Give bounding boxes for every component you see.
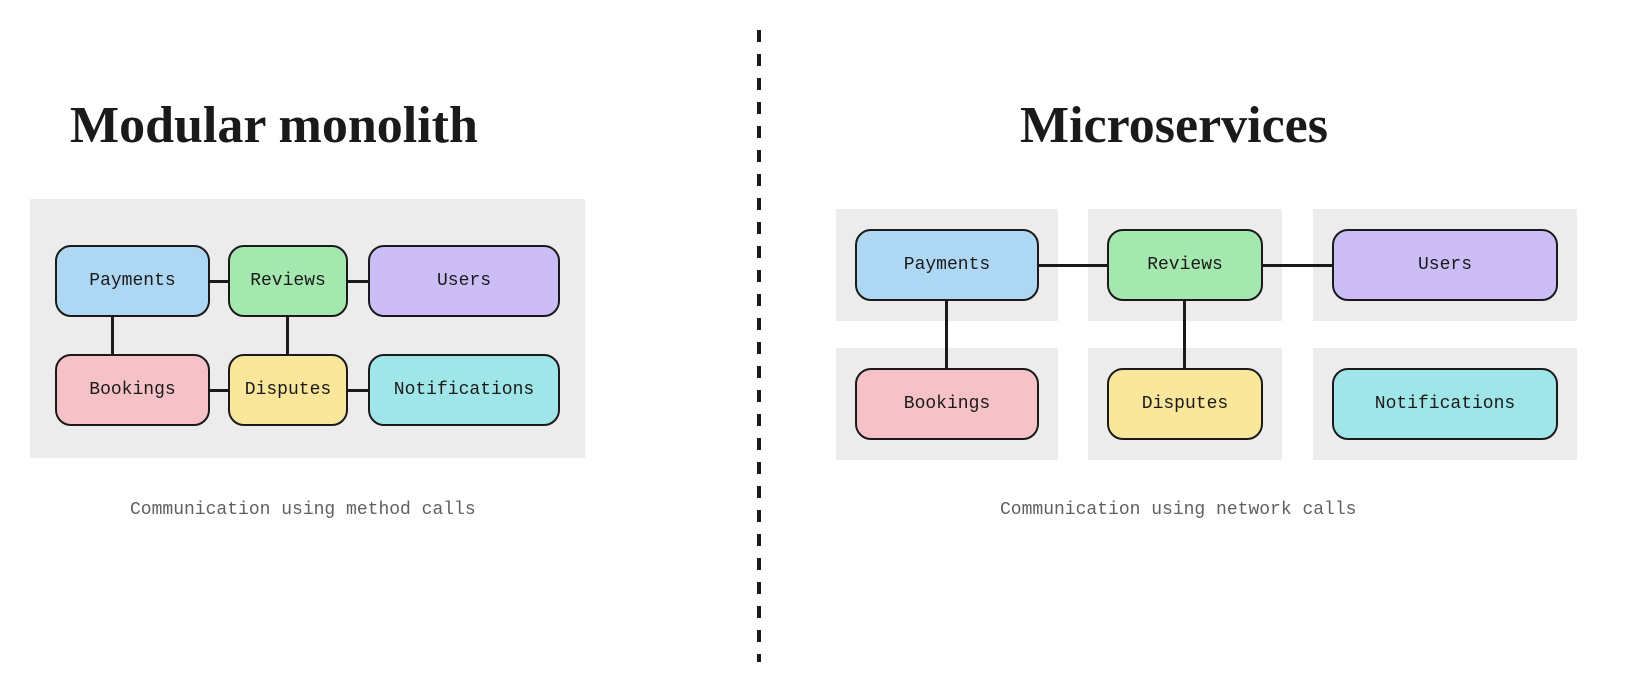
connector-line: [210, 389, 228, 392]
monolith-node-payments: Payments: [55, 245, 210, 317]
node-label: Bookings: [904, 394, 990, 414]
microservice-node-users: Users: [1332, 229, 1558, 301]
node-label: Disputes: [1142, 394, 1228, 414]
connector-line: [210, 280, 228, 283]
microservice-node-bookings: Bookings: [855, 368, 1039, 440]
node-label: Payments: [904, 255, 990, 275]
connector-line: [945, 301, 948, 368]
right-caption: Communication using network calls: [1000, 500, 1356, 520]
node-label: Notifications: [1375, 394, 1515, 414]
node-label: Reviews: [250, 271, 326, 291]
connector-line: [348, 389, 368, 392]
monolith-node-bookings: Bookings: [55, 354, 210, 426]
connector-line: [286, 317, 289, 354]
connector-line: [1183, 301, 1186, 368]
node-label: Reviews: [1147, 255, 1223, 275]
connector-line: [111, 317, 114, 354]
connector-line: [1039, 264, 1107, 267]
microservice-node-notifications: Notifications: [1332, 368, 1558, 440]
monolith-node-notifications: Notifications: [368, 354, 560, 426]
node-label: Bookings: [89, 380, 175, 400]
node-label: Disputes: [245, 380, 331, 400]
node-label: Users: [1418, 255, 1472, 275]
node-label: Users: [437, 271, 491, 291]
node-label: Payments: [89, 271, 175, 291]
right-title: Microservices: [1020, 96, 1328, 155]
monolith-node-users: Users: [368, 245, 560, 317]
microservice-node-disputes: Disputes: [1107, 368, 1263, 440]
microservice-node-payments: Payments: [855, 229, 1039, 301]
left-caption: Communication using method calls: [130, 500, 476, 520]
monolith-node-reviews: Reviews: [228, 245, 348, 317]
connector-line: [348, 280, 368, 283]
microservice-node-reviews: Reviews: [1107, 229, 1263, 301]
vertical-divider: [757, 30, 761, 662]
left-title: Modular monolith: [70, 96, 478, 155]
node-label: Notifications: [394, 380, 534, 400]
monolith-node-disputes: Disputes: [228, 354, 348, 426]
connector-line: [1263, 264, 1332, 267]
